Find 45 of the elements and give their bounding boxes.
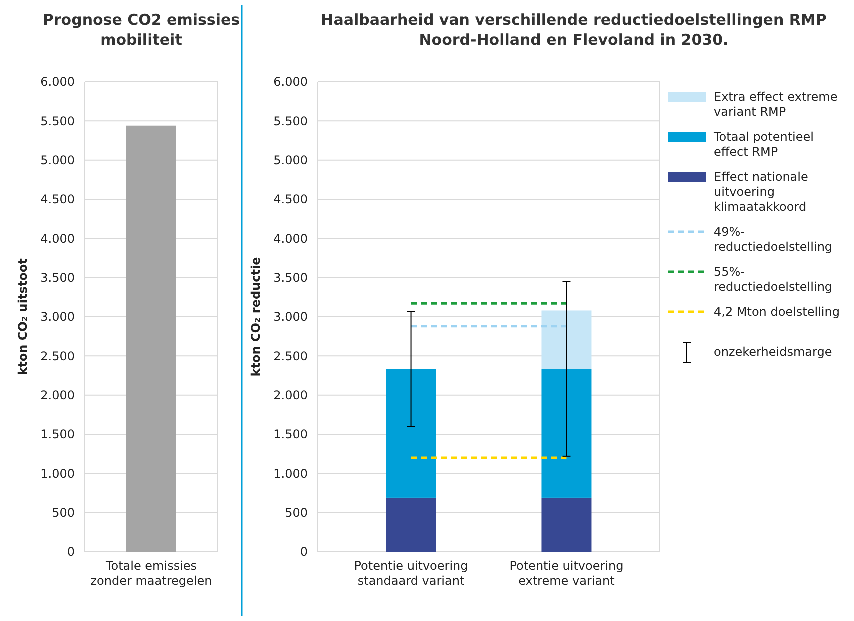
- x-tick-label: Potentie uitvoering standaard variant: [354, 559, 468, 588]
- legend-label: 49%-reductiedoelstelling: [714, 225, 833, 254]
- y-tick-label: 1.500: [274, 428, 308, 442]
- y-tick-label: 4.000: [274, 232, 308, 246]
- y-tick-label: 3.000: [40, 310, 75, 324]
- y-tick-label: 500: [285, 506, 308, 520]
- y-axis-title: kton CO₂ uitstoot: [16, 258, 30, 376]
- y-tick-label: 2.500: [274, 349, 308, 364]
- bar: [542, 369, 592, 498]
- x-tick-label: Potentie uitvoering extreme variant: [510, 559, 624, 588]
- bar: [386, 498, 436, 552]
- y-tick-label: 2.000: [274, 388, 308, 403]
- y-tick-label: 3.500: [40, 271, 75, 286]
- chart-title: Prognose CO2 emissies mobiliteit: [42, 11, 240, 49]
- legend-label: 55%-reductiedoelstelling: [714, 265, 833, 294]
- chart-title: Haalbaarheid van verschillende reductiedoelstellingen RMP Noord-Holland en Flevoland in 2030.: [321, 11, 827, 49]
- y-tick-label: 4.500: [274, 192, 308, 207]
- y-tick-label: 3.000: [274, 310, 308, 324]
- y-tick-label: 5.500: [40, 114, 75, 128]
- y-tick-label: 1.500: [40, 428, 75, 442]
- y-tick-label: 5.500: [274, 114, 308, 128]
- y-tick-label: 1.000: [40, 466, 75, 481]
- y-tick-label: 0: [300, 545, 308, 560]
- bar: [386, 369, 436, 498]
- y-tick-label: 0: [67, 545, 75, 560]
- y-tick-label: 6.000: [274, 75, 308, 90]
- text: onzekerheidsmarge: [714, 345, 832, 360]
- y-tick-label: 5.000: [40, 154, 75, 168]
- y-tick-label: 4.000: [40, 232, 75, 246]
- y-tick-label: 6.000: [40, 75, 75, 90]
- legend-label: 4,2 Mton doelstelling: [714, 305, 840, 320]
- y-tick-label: 2.000: [40, 388, 75, 403]
- legend-label: Effect nationale uitvoering klimaatakkoord: [714, 170, 808, 214]
- y-axis-title: kton CO₂ reductie: [249, 257, 263, 377]
- y-tick-label: 1.000: [274, 466, 308, 481]
- y-tick-label: 5.000: [274, 154, 308, 168]
- bar: [542, 310, 592, 370]
- x-tick-label: Totale emissies zonder maatregelen: [90, 559, 212, 588]
- bar: [542, 498, 592, 552]
- y-tick-label: 500: [52, 506, 75, 520]
- y-tick-label: 2.500: [40, 349, 75, 364]
- y-tick-label: 3.500: [274, 271, 308, 286]
- legend-label: Totaal potentieel effect RMP: [713, 130, 814, 160]
- y-tick-label: 4.500: [40, 192, 75, 207]
- legend-label: Extra effect extreme variant RMP: [714, 90, 838, 120]
